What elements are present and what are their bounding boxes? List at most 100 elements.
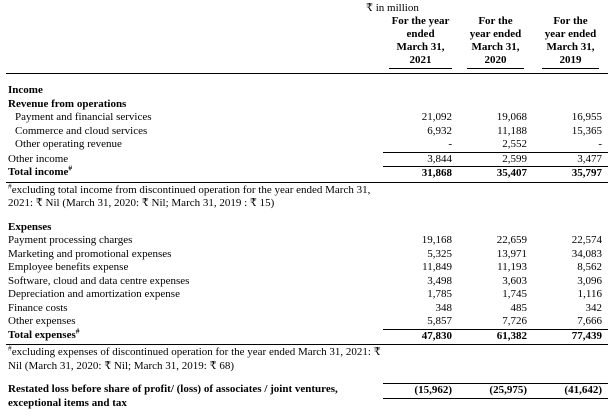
value-cell: 77,439 [533,328,608,345]
value-cell: 5,857 [383,315,458,329]
value-text: 3,844 [427,152,452,165]
footnote-text: #excluding total income from discontinue… [8,180,371,209]
value-text: 485 [510,301,528,314]
value-cell: - [533,138,608,153]
value-cell: (41,642) [533,383,608,410]
table-row: Revenue from operations [6,98,608,112]
value-text: - [533,138,608,153]
value-text [533,98,608,112]
table-row: Depreciation and amortization expense 1,7… [6,288,608,302]
value-cell: 7,726 [458,315,533,329]
row-label: Other expenses [8,315,76,327]
value-cell: 19,068 [458,111,533,125]
value-cell: - [383,138,458,153]
value-cell: 34,083 [533,248,608,262]
value-cell [458,98,533,112]
value-text: 5,857 [427,315,452,327]
value-cell: 19,168 [383,234,458,248]
table-row: Commerce and cloud services 6,932 11,188 15… [6,125,608,139]
value-text: 11,849 [422,261,452,273]
value-text: 1,116 [577,288,602,300]
value-cell: 11,849 [383,261,458,275]
row-label: Depreciation and amortization expense [8,288,180,300]
header-row: For the year ended March 31, 2021 For the yea… [6,15,608,74]
row-label: Other income [8,152,69,165]
value-cell: 35,407 [458,166,533,183]
row-label: Total expenses# [6,327,383,345]
value-cell: 16,955 [533,111,608,125]
table-row: Expenses [6,221,608,235]
row-label: Expenses [8,220,52,233]
value-cell [458,221,533,235]
row-label: Restated loss before share of profit/ (l… [8,383,338,409]
value-text: 19,068 [496,111,527,123]
value-cell: 47,830 [383,328,458,345]
row-label: Commerce and cloud services [15,124,148,137]
table-row: Payment processing charges 19,168 22,659 22… [6,234,608,248]
value-text [533,84,608,98]
table-row [6,74,608,84]
row-label: Software, cloud and data centre expenses [8,274,190,287]
value-cell [533,98,608,112]
value-cell: 5,325 [383,248,458,262]
value-cell: 15,365 [533,125,608,139]
column-header-label: For the year ended March 31, 2019 [541,15,600,69]
spacer-cell [6,211,608,221]
value-cell: 22,659 [458,234,533,248]
table-row: Software, cloud and data centre expenses… [6,275,608,289]
footnote-marker: # [68,163,73,173]
table-row: #excluding total income from discontinue… [6,180,608,211]
value-cell: 3,498 [383,275,458,289]
table-row: Finance costs 348 485 342 [6,302,608,316]
value-text: 348 [435,301,453,314]
row-label: Total income# [6,163,383,183]
value-text: 11,193 [497,261,527,273]
value-cell: 3,477 [533,153,608,167]
value-text: 13,971 [496,247,527,260]
row-label: Payment processing charges [8,234,133,246]
value-text: (25,975) [458,383,533,399]
value-text: 7,666 [577,315,602,327]
value-text [383,98,458,112]
column-header-label: For the year ended March 31, 2021 [388,15,453,69]
value-text: 47,830 [383,328,458,344]
column-header: For the year ended March 31, 2021 [383,15,458,74]
financial-table: For the year ended March 31, 2021 For the yea… [6,15,608,410]
column-header-label: For the year ended March 31, 2020 [466,15,525,69]
value-cell: 7,666 [533,315,608,329]
table-body: Income Revenue from operations Payment and… [6,74,608,410]
value-text: 6,932 [427,124,452,137]
value-text [458,84,533,98]
value-text [533,221,608,235]
footnote: #excluding total income from discontinue… [6,180,608,211]
table-row [6,373,608,383]
value-text: 22,659 [496,234,527,246]
value-text: 3,603 [502,274,527,287]
value-text: 31,868 [383,166,458,181]
value-cell: (25,975) [458,383,533,410]
table-row: Total income# 31,868 35,407 35,797 [6,163,608,183]
row-label: Employee benefits expense [8,261,129,273]
value-text [383,221,458,235]
value-text: 15,365 [571,124,602,137]
table-row: Other expenses 5,857 7,726 7,666 [6,315,608,329]
spacer-cell [6,74,608,84]
column-header: For the year ended March 31, 2020 [458,15,533,74]
value-cell: 485 [458,302,533,316]
table-row: Restated loss before share of profit/ (l… [6,383,608,410]
value-text: 77,439 [533,328,608,344]
value-cell: 31,868 [383,166,458,183]
value-cell: 6,932 [383,125,458,139]
value-cell: 342 [533,302,608,316]
table-row: Other operating revenue -2,552- [6,138,608,153]
table-row: #excluding expenses of discontinued oper… [6,344,608,373]
value-text: 7,726 [502,315,527,327]
value-cell: 61,382 [458,328,533,345]
value-text [383,84,458,98]
table-row: Payment and financial services 21,092 19,0… [6,111,608,125]
value-cell: 1,116 [533,288,608,302]
value-cell: 1,745 [458,288,533,302]
row-label: Income [8,84,43,96]
footnote: #excluding expenses of discontinued oper… [6,344,608,373]
value-cell [533,84,608,98]
